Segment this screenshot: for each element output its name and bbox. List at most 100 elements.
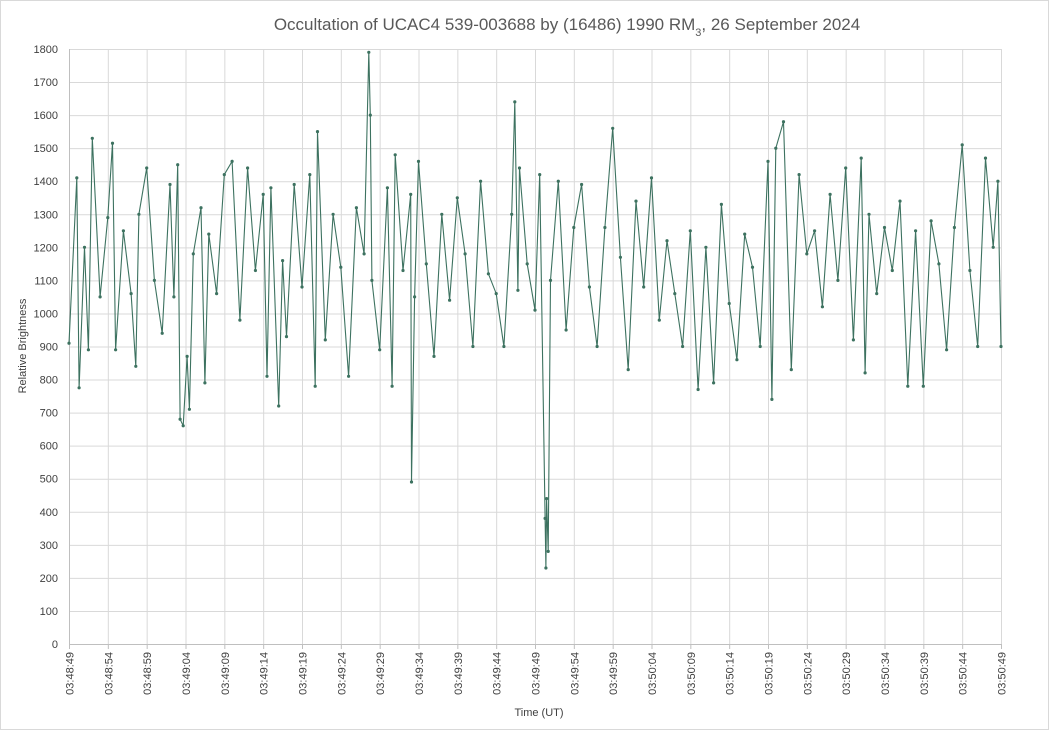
data-point	[409, 480, 414, 484]
data-point	[914, 229, 918, 233]
axes	[69, 49, 1002, 649]
data-point	[185, 354, 189, 358]
data-point	[479, 179, 483, 183]
data-point	[543, 516, 547, 521]
data-point	[440, 212, 444, 216]
data-point	[952, 225, 957, 230]
y-tick-label: 100	[40, 606, 58, 618]
data-point	[983, 156, 988, 160]
x-tick-label: 03:50:04	[647, 652, 659, 695]
data-point	[580, 182, 584, 187]
y-tick-label: 1700	[34, 77, 58, 89]
data-point	[110, 141, 115, 145]
data-point	[996, 179, 1000, 183]
data-point	[134, 364, 138, 368]
data-point	[735, 358, 739, 362]
data-point	[160, 331, 164, 335]
data-point	[882, 225, 887, 230]
data-point	[556, 179, 560, 183]
data-point	[770, 397, 774, 401]
data-point	[750, 265, 755, 269]
data-point	[743, 232, 747, 236]
data-point	[187, 407, 191, 411]
y-tick-label: 1600	[34, 110, 58, 122]
x-tick-label: 03:48:54	[103, 652, 115, 695]
chart-title-main: Occultation of UCAC4 539-003688 by (1648…	[274, 15, 695, 34]
data-point	[378, 348, 382, 352]
data-point	[393, 153, 397, 157]
data-point	[315, 130, 320, 134]
x-tick-label: 03:48:59	[142, 652, 154, 695]
x-tick-label: 03:49:29	[375, 652, 387, 695]
data-point	[409, 192, 413, 196]
data-point	[347, 374, 351, 378]
x-tick-label: 03:50:49	[997, 652, 1009, 695]
y-tick-label: 900	[40, 342, 58, 354]
x-tick-label: 03:50:24	[802, 652, 814, 695]
data-point	[673, 292, 677, 296]
data-point	[611, 126, 615, 130]
data-point	[688, 229, 692, 233]
y-tick-label: 1100	[34, 275, 58, 287]
data-point	[516, 288, 520, 292]
data-point	[634, 199, 638, 203]
data-point	[261, 192, 265, 196]
x-tick-label: 03:50:44	[958, 652, 970, 695]
data-point	[178, 417, 182, 421]
data-point	[199, 206, 203, 210]
data-point	[354, 206, 358, 210]
data-point	[331, 212, 335, 216]
data-point	[564, 328, 568, 332]
data-point	[106, 216, 110, 220]
data-point	[649, 176, 654, 180]
data-point	[844, 166, 848, 170]
tick-labels: 0 100 200 300 400 500 600 700 800 900 1000 1100 1200…	[34, 44, 1009, 695]
data-point	[176, 163, 180, 167]
data-point	[587, 285, 592, 289]
data-point	[370, 278, 374, 282]
data-point	[308, 173, 312, 177]
data-point	[432, 354, 436, 358]
y-axis-title: Relative Brightness	[17, 298, 29, 393]
data-point	[368, 113, 372, 117]
data-point	[665, 239, 669, 243]
gridlines	[69, 49, 1002, 645]
data-point	[114, 348, 118, 352]
data-point	[401, 268, 405, 273]
x-tick-label: 03:50:39	[919, 652, 931, 695]
x-tick-label: 03:49:14	[259, 652, 271, 695]
x-tick-label: 03:49:49	[531, 652, 543, 695]
data-point	[129, 292, 133, 296]
x-tick-label: 03:49:54	[569, 652, 581, 695]
y-tick-label: 1000	[34, 308, 58, 320]
data-point	[820, 305, 825, 309]
data-point	[538, 173, 542, 177]
y-tick-label: 800	[40, 375, 58, 387]
data-point	[937, 262, 941, 266]
x-tick-label: 03:49:39	[453, 652, 465, 695]
brightness-series	[67, 50, 1003, 570]
data-point	[300, 285, 304, 289]
data-point	[277, 404, 281, 408]
data-point	[875, 292, 879, 296]
data-point	[991, 245, 995, 249]
data-point	[86, 348, 90, 352]
data-point	[618, 255, 623, 259]
y-tick-label: 300	[40, 540, 58, 552]
data-point	[929, 219, 933, 223]
data-point	[253, 268, 257, 273]
data-point	[572, 225, 576, 230]
chart-title-subscript: 3	[695, 27, 701, 39]
data-point	[696, 387, 700, 392]
data-point	[513, 100, 517, 104]
y-tick-label: 1300	[34, 209, 58, 221]
x-tick-label: 03:49:34	[414, 652, 426, 695]
data-point	[546, 549, 550, 554]
data-point	[867, 212, 871, 216]
y-tick-label: 0	[52, 639, 58, 651]
data-point	[836, 278, 840, 282]
data-point	[789, 368, 793, 372]
chart-title-suffix: , 26 September 2024	[701, 15, 860, 34]
